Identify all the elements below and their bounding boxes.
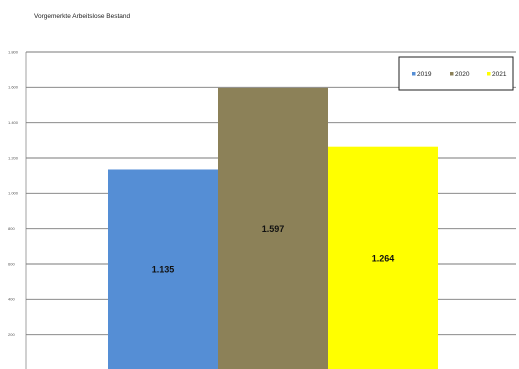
y-tick-label: 1.200 xyxy=(8,155,19,160)
y-tick-label: 400 xyxy=(8,297,15,302)
chart-title: Vorgemerkte Arbeitslose Bestand xyxy=(34,13,131,20)
bars xyxy=(108,87,438,369)
y-tick-label: 800 xyxy=(8,226,15,231)
bar-2020 xyxy=(218,87,328,369)
y-tick-label: 1.600 xyxy=(8,85,19,90)
y-axis-tick-labels: 200 400 600 800 1.000 1.200 1.400 1.600 1.800 xyxy=(8,49,19,337)
legend-swatch-2020 xyxy=(450,72,454,76)
legend: 2019 2020 2021 xyxy=(398,56,514,91)
bar-2021 xyxy=(328,146,438,369)
legend-swatch-2019 xyxy=(412,72,416,76)
legend-label-2021: 2021 xyxy=(492,71,507,78)
legend-label-2020: 2020 xyxy=(455,71,470,78)
data-label-2020: 1.597 xyxy=(262,224,285,234)
data-label-2021: 1.264 xyxy=(372,253,395,263)
legend-box xyxy=(398,56,514,91)
bar-2019 xyxy=(108,169,218,369)
y-tick-label: 1.800 xyxy=(8,49,19,54)
legend-swatch-2021 xyxy=(487,72,491,76)
data-labels: 1.135 1.597 1.264 xyxy=(152,224,395,275)
y-tick-label: 200 xyxy=(8,332,15,337)
y-tick-label: 600 xyxy=(8,261,15,266)
data-label-2019: 1.135 xyxy=(152,265,175,275)
legend-label-2019: 2019 xyxy=(417,71,432,78)
y-tick-label: 1.400 xyxy=(8,120,19,125)
y-tick-label: 1.000 xyxy=(8,191,19,196)
